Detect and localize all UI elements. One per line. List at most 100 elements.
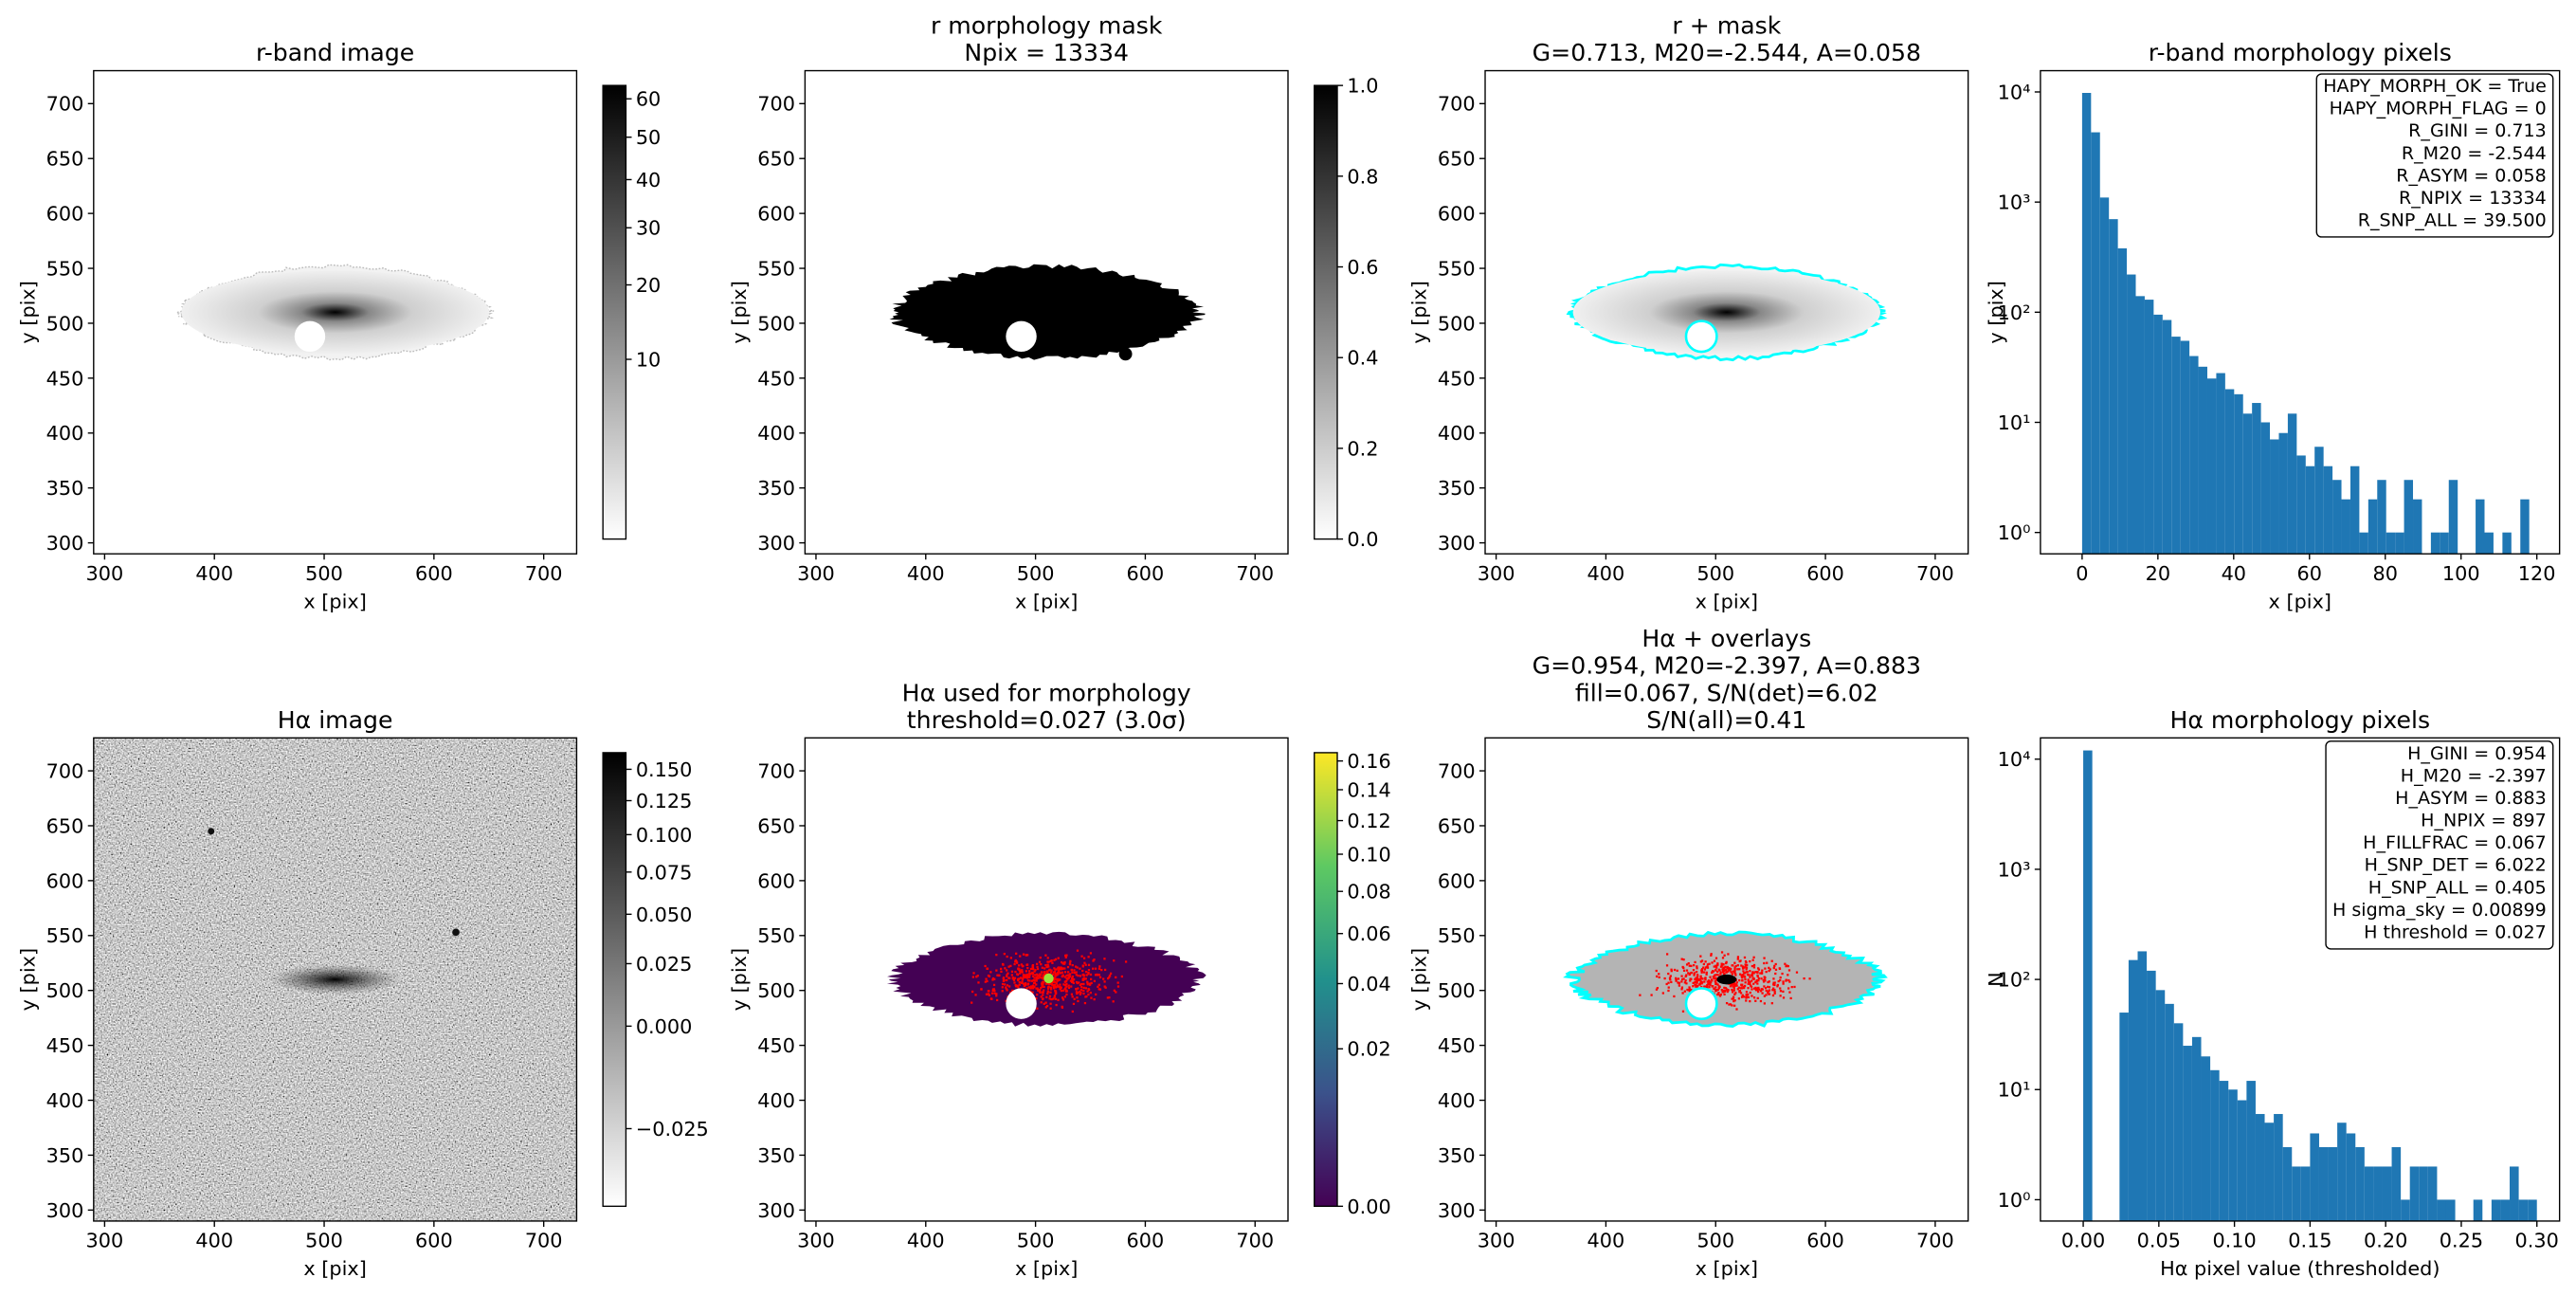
detected-pixel [1065, 982, 1068, 985]
detected-pixel [1755, 979, 1758, 983]
detected-pixel [1025, 973, 1029, 977]
detected-pixel [1004, 967, 1007, 970]
detected-pixel [1762, 980, 1766, 983]
panel-title: G=0.954, M20=-2.397, A=0.883 [1533, 652, 1921, 680]
stats-line: HAPY_MORPH_OK = True [2323, 76, 2547, 97]
detected-pixel [1787, 974, 1789, 977]
hist-bar [2162, 319, 2172, 555]
detected-pixel [1763, 1002, 1766, 1005]
detected-pixel [1685, 982, 1688, 985]
y-tick-label: 600 [1438, 203, 1476, 226]
y-tick-label: 700 [757, 93, 795, 116]
detected-pixel [1016, 961, 1019, 964]
detected-pixel [1765, 970, 1768, 974]
detected-pixel [1072, 1002, 1076, 1006]
detected-pixel [1075, 974, 1078, 977]
detected-pixel [1737, 986, 1740, 989]
detected-pixel [1071, 971, 1074, 974]
detected-pixel [1079, 989, 1083, 992]
y-tick-label: 650 [1438, 148, 1476, 171]
detected-pixel [1752, 956, 1755, 958]
axes-frame [93, 69, 578, 555]
detected-pixel [1071, 1010, 1074, 1013]
detected-pixel [1033, 977, 1036, 979]
detected-pixel [1706, 966, 1710, 969]
detected-pixel [1033, 970, 1036, 973]
detected-pixel [1002, 977, 1005, 980]
detected-pixel [1735, 981, 1738, 984]
detected-pixel [1697, 978, 1700, 981]
detected-pixel [1035, 976, 1038, 978]
detected-pixel [1752, 966, 1756, 969]
detected-pixel [1699, 955, 1702, 958]
detected-pixel [1758, 988, 1761, 991]
detected-pixel [1715, 989, 1718, 992]
detected-pixel [1670, 970, 1673, 973]
detected-pixel [1013, 977, 1017, 979]
y-tick-label: 300 [1438, 532, 1476, 555]
detected-pixel [1717, 992, 1720, 995]
detected-pixel [1029, 967, 1033, 971]
detected-pixel [1771, 989, 1774, 992]
detected-pixel [1059, 972, 1062, 975]
detected-pixel [1072, 981, 1075, 984]
detected-pixel [1673, 995, 1676, 998]
panel-title: Hα used for morphology [902, 679, 1191, 706]
y-tick-label: 300 [1438, 1199, 1476, 1222]
detected-pixel [1704, 977, 1707, 980]
detected-pixel [1731, 973, 1733, 976]
panel-title: Hα + overlays [1642, 625, 1811, 652]
galaxy-core [269, 964, 401, 995]
detected-pixel [1739, 992, 1743, 995]
detected-pixel [1071, 963, 1074, 967]
detected-pixel [1706, 963, 1710, 966]
detected-pixel [1039, 991, 1042, 995]
detected-pixel [1084, 995, 1087, 998]
hist-bar [2119, 1013, 2129, 1221]
detected-pixel [1725, 961, 1728, 965]
detected-pixel [1025, 982, 1027, 985]
detected-pixel [1733, 968, 1736, 971]
detected-pixel [1749, 980, 1751, 983]
detected-pixel [1022, 953, 1025, 956]
detected-pixel [1751, 975, 1754, 977]
detected-pixel [1070, 993, 1074, 995]
detected-pixel [1723, 993, 1726, 995]
detected-pixel [1735, 1008, 1738, 1011]
detected-pixel [1655, 975, 1659, 978]
detected-pixel [1036, 987, 1039, 990]
detected-pixel [1045, 995, 1048, 998]
detected-pixel [1793, 985, 1796, 989]
y-tick-label: 600 [46, 869, 84, 892]
x-tick-label: 120 [2518, 562, 2556, 585]
detected-pixel [1025, 954, 1029, 957]
detected-pixel [1702, 962, 1705, 966]
detected-pixel [1744, 978, 1747, 981]
detected-pixel [1699, 975, 1702, 977]
detected-pixel [1063, 995, 1067, 998]
detected-pixel [1038, 973, 1042, 976]
detected-pixel [1001, 986, 1004, 989]
detected-pixel [1727, 970, 1730, 973]
detected-pixel [1665, 964, 1669, 967]
detected-pixel [1670, 980, 1673, 984]
detected-pixel [1040, 1001, 1043, 1004]
hist-bar [2473, 1199, 2483, 1221]
detected-pixel [1733, 999, 1736, 1002]
detected-pixel [1768, 969, 1770, 973]
detected-pixel [1063, 976, 1066, 978]
stats-line: H_ASYM = 0.883 [2395, 788, 2547, 809]
detected-pixel [1744, 964, 1748, 967]
x-tick-label: 40 [2222, 562, 2246, 585]
detected-pixel [1066, 977, 1070, 979]
detected-pixel [1039, 990, 1042, 993]
detected-pixel [1680, 988, 1683, 991]
detected-pixel [1054, 972, 1057, 976]
hist-bar [2367, 499, 2378, 555]
detected-pixel [1061, 996, 1064, 999]
detected-pixel [1053, 995, 1057, 997]
y-tick-label: 700 [1438, 93, 1476, 116]
detected-pixel [993, 989, 996, 993]
y-tick-label: 10⁰ [1998, 521, 2031, 544]
detected-pixel [1087, 971, 1090, 975]
